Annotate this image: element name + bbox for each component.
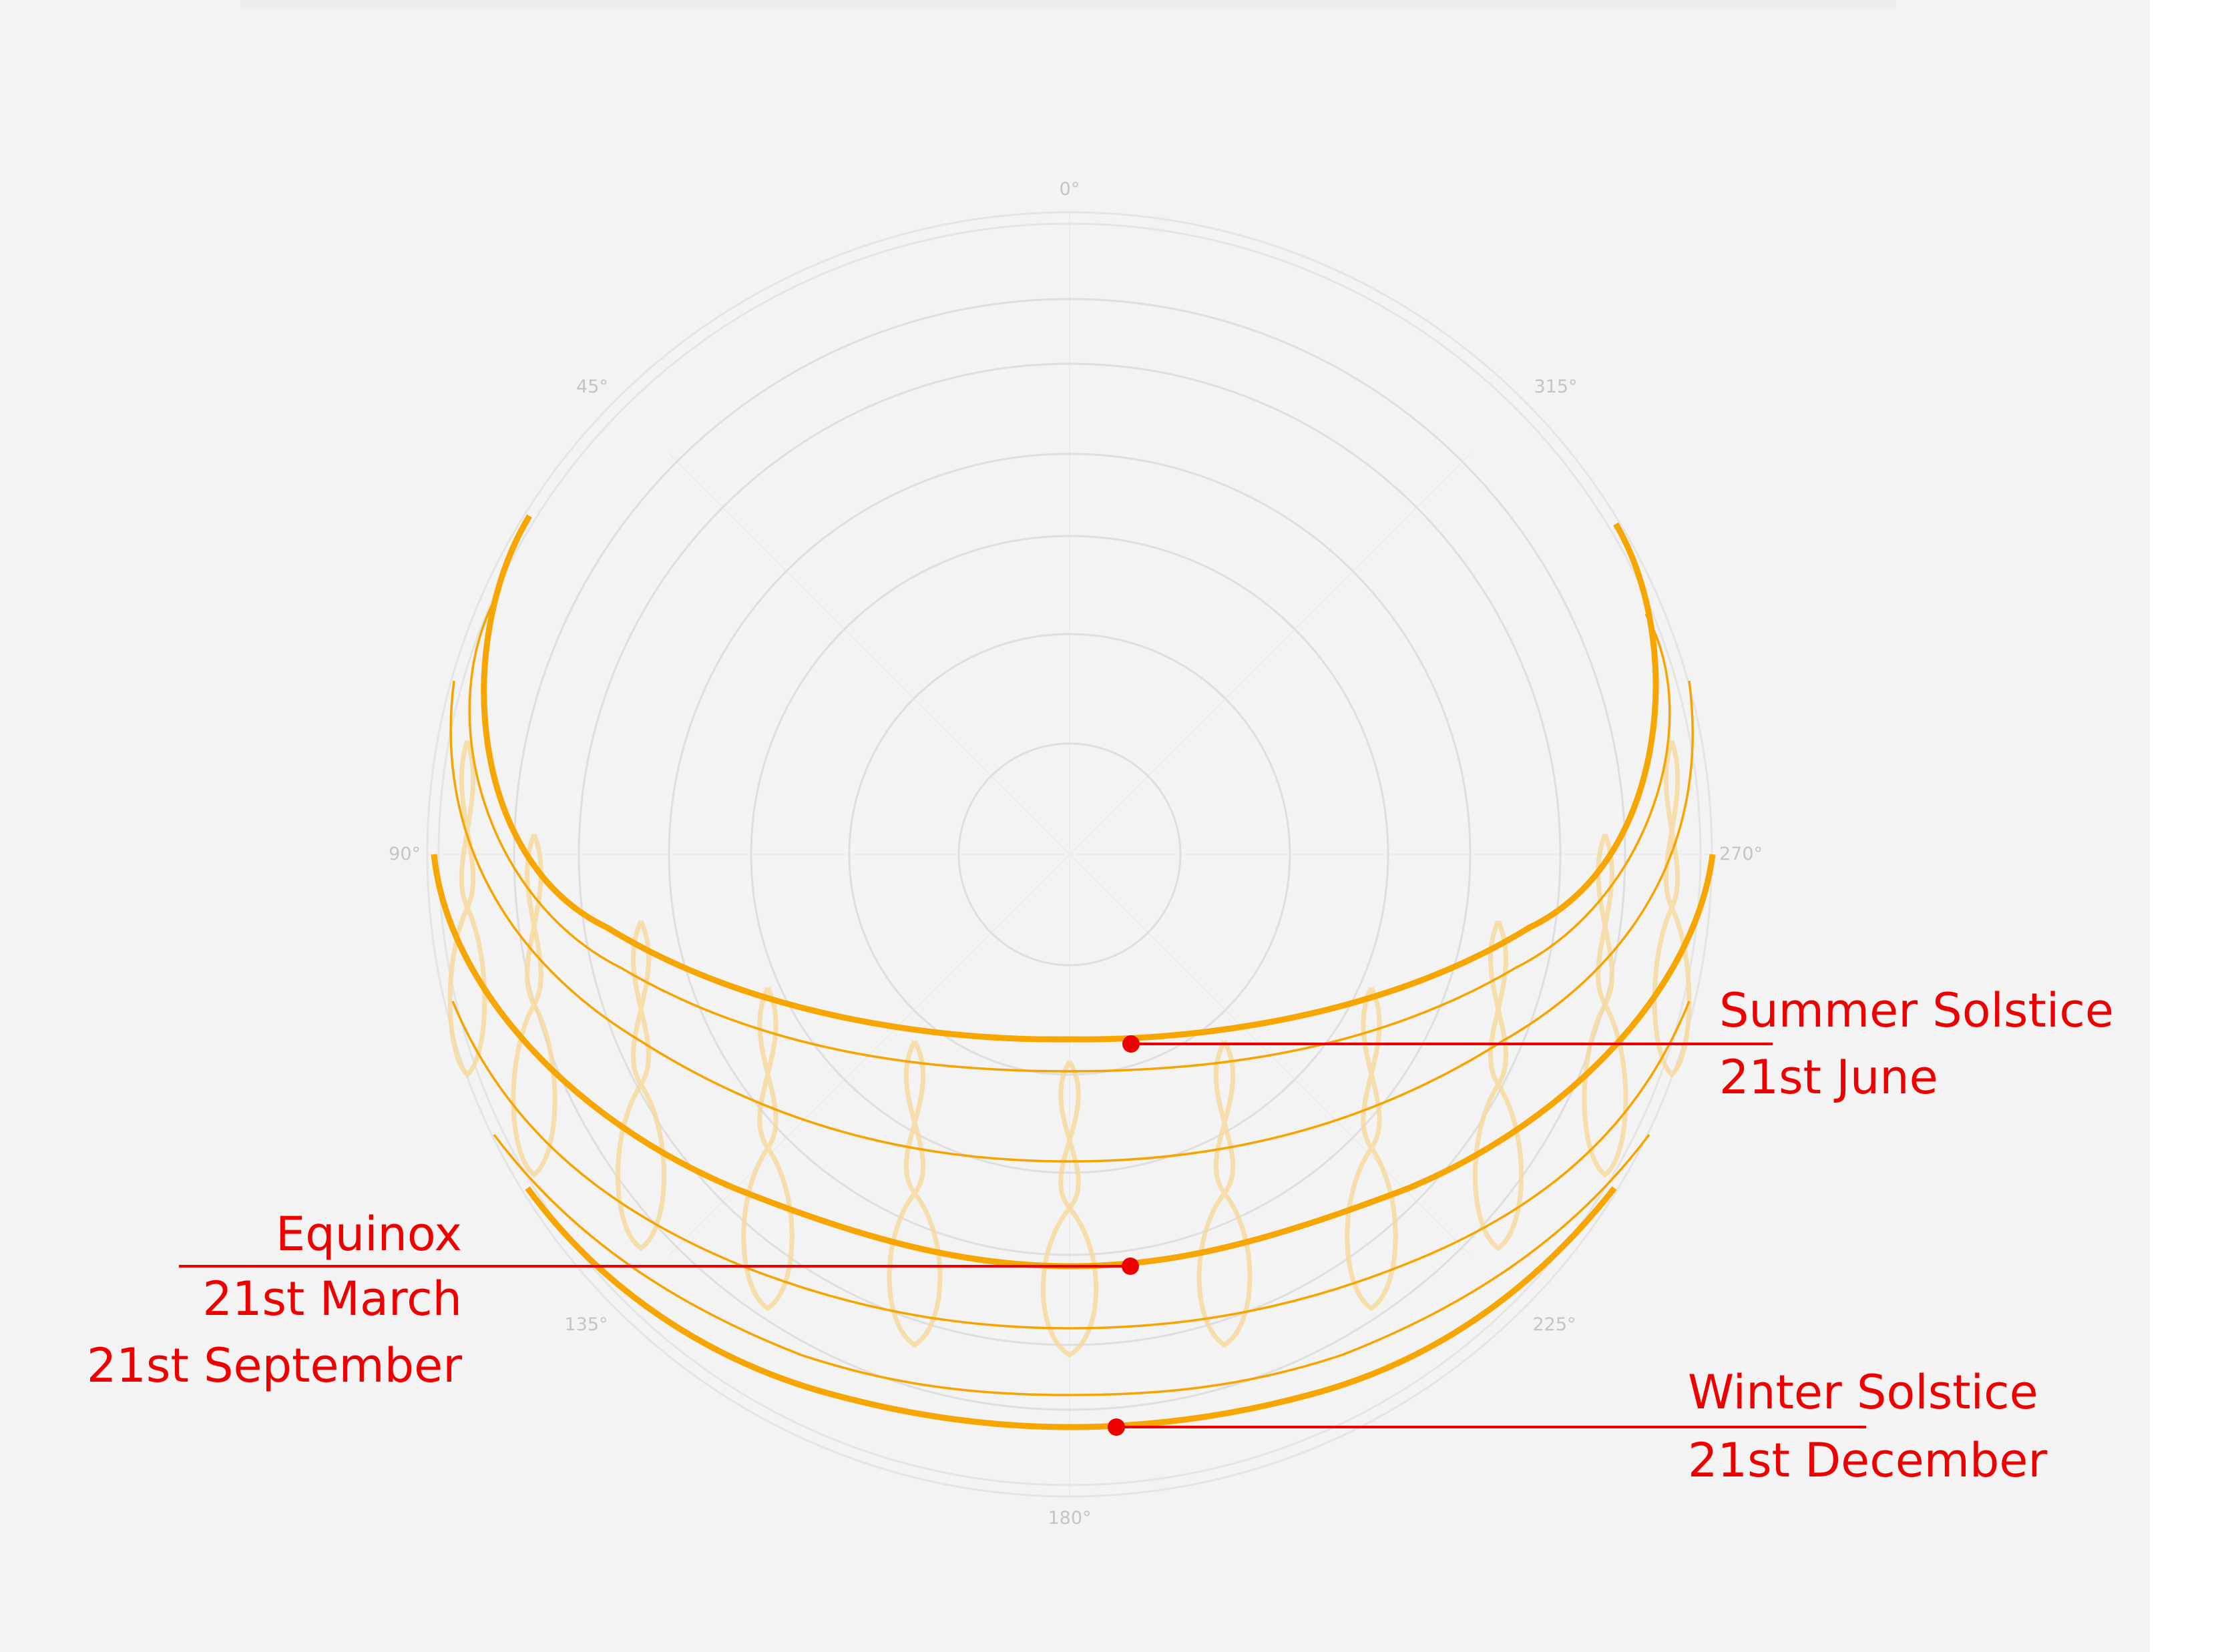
winter-solstice-path (525, 1186, 1617, 1430)
summer-marker (1122, 1035, 1140, 1053)
sun-path-april-august (449, 680, 1694, 1163)
azimuth-label-270: 270° (1719, 844, 1763, 864)
azimuth-label-90: 90° (389, 844, 421, 864)
analemma-loop (741, 987, 795, 1312)
horizon-ring (437, 222, 1702, 1486)
grid-spoke (668, 453, 1070, 855)
altitude-ring-75 (957, 742, 1182, 967)
analemma-loop (447, 740, 487, 1078)
altitude-ring-20 (578, 362, 1562, 1346)
summer-solstice-date: 21st June (1719, 1050, 1938, 1105)
equinox-title: Equinox (276, 1207, 462, 1262)
altitude-ring-30 (668, 453, 1472, 1256)
sun-path-feb-october (451, 1001, 1691, 1330)
analemma-loop (511, 833, 557, 1178)
azimuth-label-135: 135° (564, 1314, 608, 1335)
diagram-background (0, 0, 2150, 1652)
azimuth-labels: 0° 45° 90° 135° 180° 225° 270° 315° (389, 179, 1763, 1529)
sun-path-jan-november (493, 1133, 1650, 1396)
azimuth-label-0: 0° (1060, 179, 1080, 200)
analemma-loop (1040, 1060, 1099, 1358)
azimuth-label-315: 315° (1534, 376, 1577, 397)
winter-solstice-annotation: Winter Solstice 21st December (1108, 1365, 2047, 1488)
polar-grid (426, 211, 1713, 1498)
sun-path-may-july (468, 600, 1671, 1073)
summer-solstice-title: Summer Solstice (1719, 983, 2114, 1038)
winter-solstice-title: Winter Solstice (1688, 1365, 2038, 1420)
winter-solstice-date: 21st December (1688, 1433, 2047, 1488)
altitude-ring-10 (513, 298, 1626, 1411)
altitude-ring-60 (848, 633, 1291, 1076)
azimuth-label-180: 180° (1048, 1508, 1091, 1529)
azimuth-label-45: 45° (576, 376, 608, 397)
azimuth-label-225: 225° (1532, 1314, 1576, 1335)
equinox-annotation: Equinox 21st March 21st September (87, 1207, 1139, 1393)
analemma-loop (1473, 920, 1524, 1252)
equinox-date-march: 21st March (202, 1272, 462, 1326)
diagram-top-strip (240, 0, 1896, 8)
winter-marker (1108, 1418, 1125, 1436)
summer-solstice-path (481, 514, 1659, 1043)
summer-solstice-annotation: Summer Solstice 21st June (1122, 983, 2114, 1105)
analemma-loop (1345, 987, 1398, 1312)
grid-spoke (1069, 453, 1471, 855)
altitude-ring-45 (750, 535, 1389, 1174)
equinox-date-september: 21st September (87, 1338, 462, 1393)
equinox-marker (1122, 1258, 1139, 1275)
